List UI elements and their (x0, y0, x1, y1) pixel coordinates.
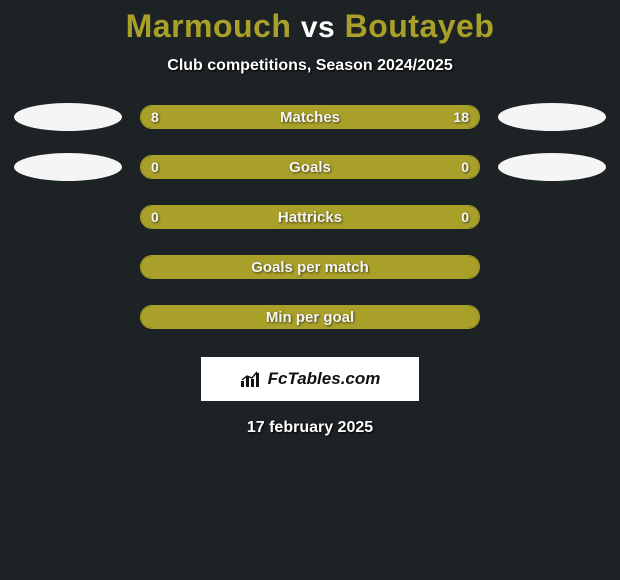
date-label: 17 february 2025 (0, 419, 620, 437)
stat-bar: 00Hattricks (140, 205, 480, 229)
subtitle: Club competitions, Season 2024/2025 (0, 57, 620, 75)
stat-row: Min per goal (0, 303, 620, 331)
stat-label: Goals per match (141, 256, 479, 278)
barchart-icon (240, 370, 262, 388)
stat-label: Matches (141, 106, 479, 128)
stat-label: Min per goal (141, 306, 479, 328)
stat-bar: 818Matches (140, 105, 480, 129)
stat-bar: Goals per match (140, 255, 480, 279)
stat-rows: 818Matches 00Goals 00Hattricks Goals per ma… (0, 103, 620, 331)
stat-row: Goals per match (0, 253, 620, 281)
title-vs: vs (301, 11, 335, 44)
title-player1: Marmouch (126, 8, 292, 44)
stat-row: 00Goals (0, 153, 620, 181)
stat-bar: Min per goal (140, 305, 480, 329)
stat-bar: 00Goals (140, 155, 480, 179)
stat-row: 00Hattricks (0, 203, 620, 231)
page-title: Marmouch vs Boutayeb (0, 8, 620, 45)
stat-label: Goals (141, 156, 479, 178)
stat-label: Hattricks (141, 206, 479, 228)
title-player2: Boutayeb (345, 8, 495, 44)
stat-row: 818Matches (0, 103, 620, 131)
player1-oval (14, 103, 122, 131)
source-logo-text: FcTables.com (268, 369, 381, 389)
player2-oval (498, 103, 606, 131)
source-logo: FcTables.com (201, 357, 419, 401)
player2-oval (498, 153, 606, 181)
player1-oval (14, 153, 122, 181)
comparison-card: Marmouch vs Boutayeb Club competitions, … (0, 0, 620, 437)
